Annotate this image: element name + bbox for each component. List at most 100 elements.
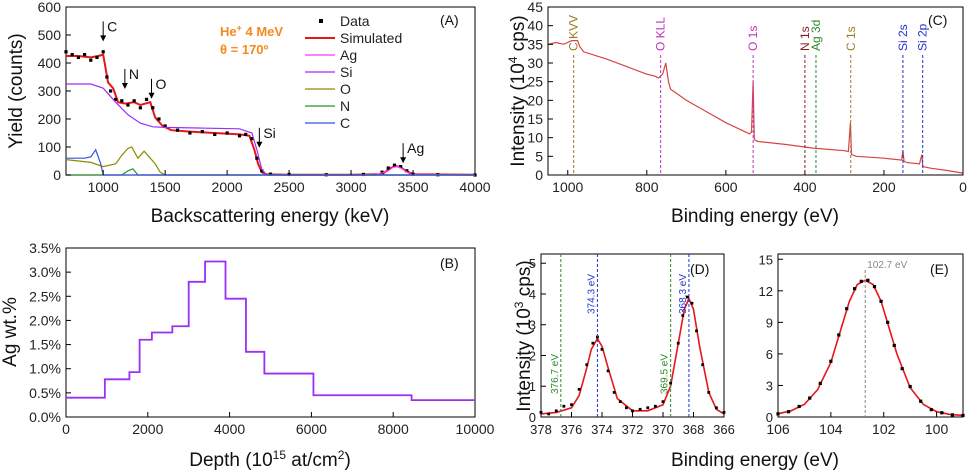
data-point <box>669 381 673 385</box>
series-layer <box>539 295 726 416</box>
peak-label: O 1s <box>746 26 760 51</box>
y-tick-label: 2.0% <box>29 312 61 328</box>
y-axis-title: Yield (counts) <box>6 33 27 148</box>
y-tick-label: 9 <box>766 315 773 330</box>
data-point <box>845 307 849 311</box>
x-tick-label: 368 <box>683 422 705 437</box>
y-tick-label: 0.5% <box>29 385 61 401</box>
x-tick-label: 4000 <box>214 421 245 437</box>
x-tick-label: 370 <box>652 422 674 437</box>
data-point <box>950 413 955 417</box>
x-tick-label: 1000 <box>88 179 119 195</box>
x-tick-label: 372 <box>622 422 644 437</box>
data-point <box>213 132 217 136</box>
peak-label: C KVV <box>567 15 581 51</box>
data-point <box>681 314 685 317</box>
peak-label: Ag 3d <box>809 20 823 51</box>
data-point <box>714 406 718 410</box>
panel-label: (D) <box>690 261 709 277</box>
data-point <box>64 50 68 54</box>
x-tick-label: 376 <box>561 422 583 437</box>
x-tick-label: 200 <box>872 179 896 195</box>
data-point <box>89 58 93 62</box>
y-tick-label: 1 <box>529 379 536 394</box>
y-tick-label: 5 <box>529 256 536 271</box>
data-point <box>132 99 136 103</box>
data-point <box>818 381 822 385</box>
survey-spectrum <box>547 39 964 174</box>
data-point <box>126 103 130 107</box>
annotation-layer: 102.7 eV <box>864 260 908 417</box>
y-tick-label: 20 <box>527 92 543 108</box>
marker-arrowhead <box>148 92 155 99</box>
data-point <box>554 409 558 413</box>
y-tick-label: 35 <box>527 36 543 52</box>
marker-arrowhead <box>121 83 128 89</box>
data-point <box>961 413 965 418</box>
y-tick-label: 40 <box>527 18 543 34</box>
data-point <box>686 295 689 299</box>
step-line <box>66 260 475 402</box>
data-point <box>105 75 109 79</box>
y-axis-title: Intensity (103 cps) <box>512 260 535 411</box>
peak-label: Si 2s <box>896 24 910 51</box>
data-point <box>797 404 801 409</box>
panel-b: 0 2000 4000 6000 8000 10000 0.0% 0.5% 1.0% 1.5% 2.… <box>0 240 495 471</box>
x-tick-label: 102 <box>872 421 896 437</box>
data-point <box>638 407 642 411</box>
y-tick-label: 100 <box>38 139 62 155</box>
data-point <box>113 97 118 101</box>
data-point <box>144 97 149 101</box>
data-point <box>886 320 890 324</box>
y-tick-label: 0 <box>529 410 536 425</box>
y-tick-label: 600 <box>38 0 62 15</box>
x-tick-label: 6000 <box>296 421 327 437</box>
x-tick-label: 2500 <box>274 179 305 195</box>
panel-label: (B) <box>440 255 459 271</box>
plot-frame <box>777 253 964 418</box>
data-point <box>237 134 242 138</box>
legend-label: N <box>340 98 350 114</box>
panel-e: 106 104 102 100 0 3 6 9 12 15 102.7 eV (E) Bindin… <box>671 252 965 471</box>
data-point <box>392 163 397 167</box>
panel-label: (E) <box>930 261 949 277</box>
y-tick-label: 5 <box>535 148 543 164</box>
data-point <box>405 169 409 173</box>
panel-label: (A) <box>440 12 459 28</box>
data-point <box>837 333 841 337</box>
data-point <box>606 369 610 373</box>
y-tick-label: 25 <box>527 74 543 90</box>
y-tick-label: 6 <box>766 347 773 362</box>
data-point <box>872 285 877 289</box>
legend-label: Simulated <box>340 30 402 46</box>
y-tick-label: 0.0% <box>29 409 61 425</box>
data-point <box>380 170 384 174</box>
y-tick-label: 300 <box>38 83 62 99</box>
y-tick-label: 12 <box>759 284 773 299</box>
marker-label: C <box>107 18 117 34</box>
x-tick-label: 374 <box>591 422 613 437</box>
y-axis-title: Intensity (104 cps) <box>506 15 529 166</box>
data-point <box>707 390 711 394</box>
ticks-layer: 1000 1500 2000 2500 3000 3500 4000 0 100 200 300 40… <box>38 0 491 195</box>
data-point <box>188 131 192 135</box>
data-point <box>101 50 105 54</box>
legend-label: Si <box>340 64 352 80</box>
x-axis-title: Backscattering energy (keV) <box>151 206 390 227</box>
data-point <box>76 55 80 59</box>
series-layer <box>64 50 477 177</box>
ticks-layer: 1000 800 600 400 200 0 0 5 10 15 20 25 30 35 40 45 <box>527 0 967 195</box>
series-si <box>66 83 475 176</box>
data-point <box>585 363 589 367</box>
series-o <box>65 146 475 176</box>
x-tick-label: 8000 <box>378 421 409 437</box>
data-point <box>866 278 870 282</box>
y-tick-label: 15 <box>759 252 773 267</box>
panel-d: 378 376 374 372 370 368 366 0 1 2 3 4 5 376.7 eV 374.… <box>512 253 735 437</box>
legend-label: Data <box>340 13 370 29</box>
y-tick-label: 2 <box>529 348 536 363</box>
beam-info-line1: He+ 4 MeV <box>220 23 283 39</box>
data-point <box>646 406 650 410</box>
